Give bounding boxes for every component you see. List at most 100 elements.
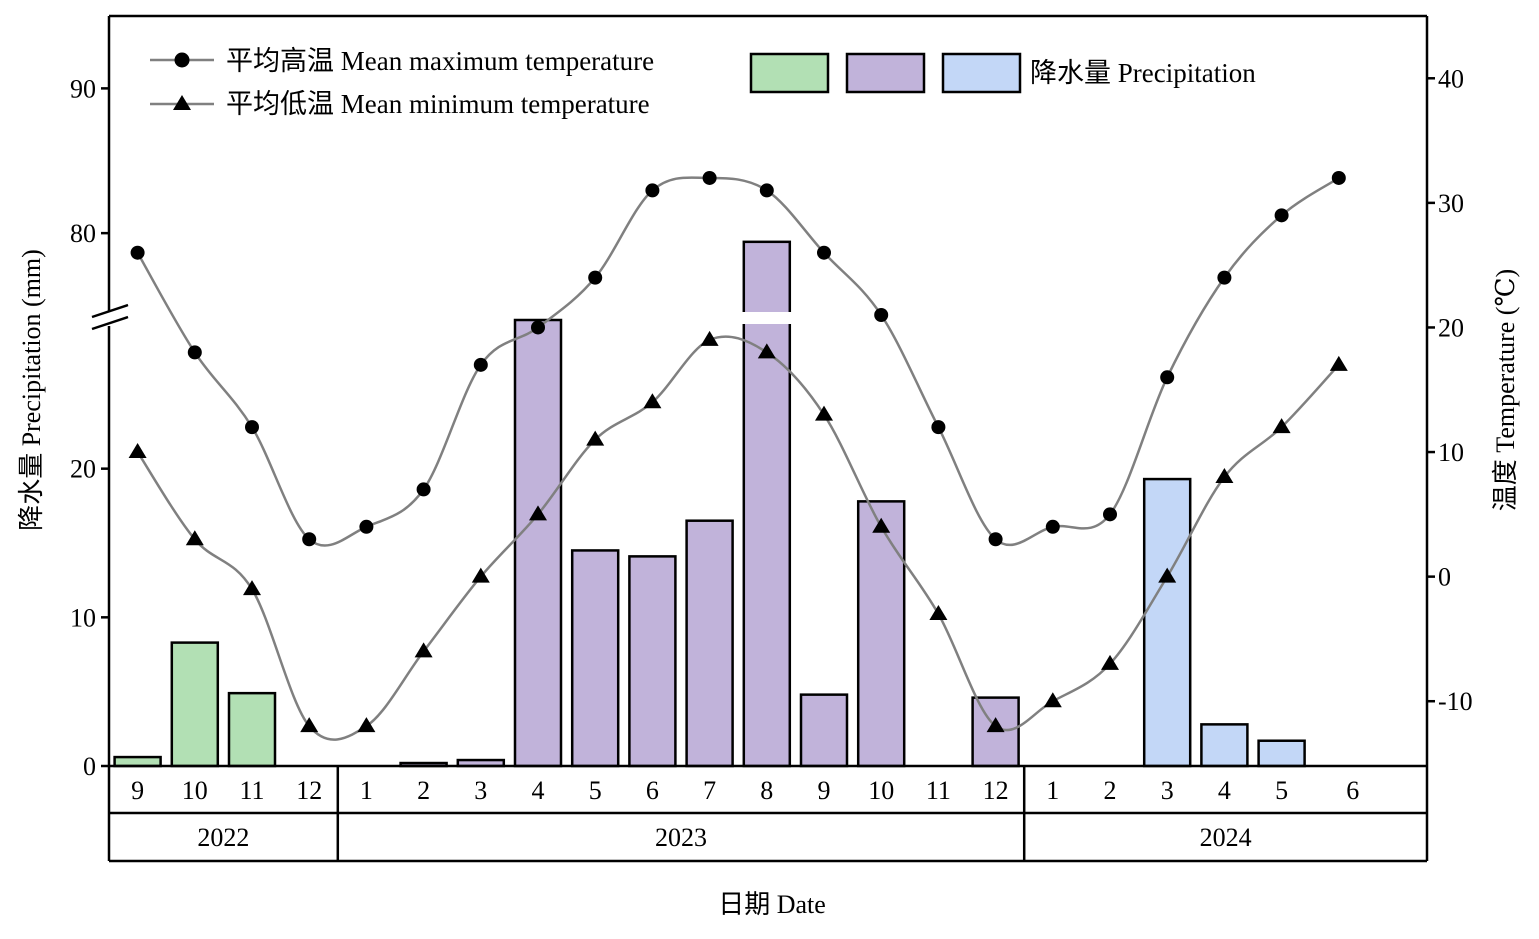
min-temp-point-16 [1043,692,1062,708]
precip-bar-0 [113,755,162,768]
min-temp-point-7 [529,505,547,521]
x-month-label-10: 7 [703,776,716,805]
right-tick-label--10: -10 [1438,687,1473,716]
x-axis-title: 日期 Date [718,890,826,919]
min-temp-point-11 [757,343,776,359]
min-temp-point-20 [1272,418,1291,434]
max-temp-point-0 [130,245,145,260]
min-temp-point-0 [128,443,147,459]
max-temp-point-19 [1217,270,1232,285]
x-month-label-19: 4 [1218,776,1231,805]
precip-bar-13 [856,500,906,768]
max-temp-point-11 [759,183,774,198]
x-month-label-21: 6 [1346,776,1359,805]
min-temp-line [136,335,1340,741]
max-temp-point-15 [988,532,1003,547]
min-temp-point-4 [357,717,376,733]
legend-min-marker [173,95,191,110]
legend-swatch-2024 [941,52,1022,94]
right-tick-label-10: 10 [1438,438,1464,467]
min-temp-point-12 [815,405,833,421]
max-temp-point-5 [416,482,431,497]
legend-min-label: 平均低温 Mean minimum temperature [226,89,650,119]
left-tick-label-20: 20 [70,455,96,484]
plot-frame [91,14,1429,861]
min-temp-point-19 [1215,467,1234,483]
left-tick-label-0: 0 [83,752,96,781]
x-month-label-2: 11 [239,776,264,805]
max-temp-point-20 [1274,208,1289,223]
x-year-label-2024: 2024 [1200,823,1252,852]
precipitation-bars [113,240,1306,768]
legend-swatch-2023 [845,52,926,94]
x-month-label-6: 3 [474,776,487,805]
x-month-label-17: 2 [1104,776,1117,805]
x-month-label-3: 12 [296,776,322,805]
x-month-label-11: 8 [760,776,773,805]
precip-bar-12 [799,693,849,768]
x-month-label-7: 4 [532,776,545,805]
min-temp-point-5 [414,642,433,658]
left-tick-label-10: 10 [70,603,96,632]
x-month-label-1: 10 [182,776,208,805]
precip-bar-10 [685,519,734,768]
x-month-label-18: 3 [1161,776,1174,805]
legend: 平均高温 Mean maximum temperature 平均低温 Mean … [150,46,1256,119]
min-temp-point-15 [986,717,1005,733]
legend-precip-label: 降水量 Precipitation [1030,58,1256,88]
min-temp-point-10 [700,330,719,346]
x-month-label-5: 2 [417,776,430,805]
x-month-label-14: 11 [926,776,951,805]
x-month-label-13: 10 [868,776,894,805]
precip-bar-7 [513,318,563,768]
max-temp-point-7 [531,320,545,335]
max-temp-point-14 [931,420,946,435]
x-month-label-16: 1 [1046,776,1059,805]
left-axis-title: 降水量 Precipitation (mm) [17,249,46,531]
max-temp-point-18 [1160,370,1175,385]
max-temp-point-1 [187,345,202,360]
max-temp-point-21 [1331,170,1346,185]
max-temp-point-16 [1045,519,1060,534]
max-temp-point-10 [702,170,717,185]
x-month-label-20: 5 [1275,776,1288,805]
max-temp-point-17 [1103,507,1117,522]
precip-bar-19 [1200,723,1249,768]
axis-break-mark-2 [91,315,129,331]
precip-bar-1 [170,641,220,768]
x-month-label-15: 12 [983,776,1009,805]
left-tick-label-90: 90 [70,74,96,103]
precip-bar-20 [1257,739,1306,768]
right-axis: -10 0 10 20 30 40 [1427,64,1473,716]
left-tick-label-80: 80 [70,219,96,248]
precip-bar-break-11 [740,312,793,324]
min-temp-point-17 [1101,654,1119,670]
x-month-label-8: 5 [589,776,602,805]
max-temp-point-12 [817,245,831,260]
min-temp-point-13 [872,517,891,533]
min-temp-point-3 [300,717,319,733]
max-temp-point-13 [874,308,889,323]
min-temp-point-18 [1158,567,1177,583]
legend-swatch-2022 [749,52,830,94]
right-tick-label-20: 20 [1438,313,1464,342]
axis-break-mark-1 [91,303,129,319]
min-temp-point-9 [643,393,662,409]
right-tick-label-0: 0 [1438,563,1451,592]
max-temp-point-3 [302,532,317,547]
max-temp-point-6 [473,357,488,372]
x-month-label-9: 6 [646,776,659,805]
precip-bar-9 [628,555,677,768]
x-month-label-0: 9 [131,776,144,805]
max-temp-point-8 [588,270,603,285]
min-temp-point-2 [243,580,261,596]
x-month-label-12: 9 [818,776,831,805]
left-axis: 0 10 20 80 90 [70,74,109,781]
max-temp-line [136,176,1340,547]
right-tick-label-30: 30 [1438,189,1464,218]
x-month-label-4: 1 [360,776,373,805]
x-year-label-2022: 2022 [197,823,249,852]
max-temp-point-9 [645,183,660,198]
